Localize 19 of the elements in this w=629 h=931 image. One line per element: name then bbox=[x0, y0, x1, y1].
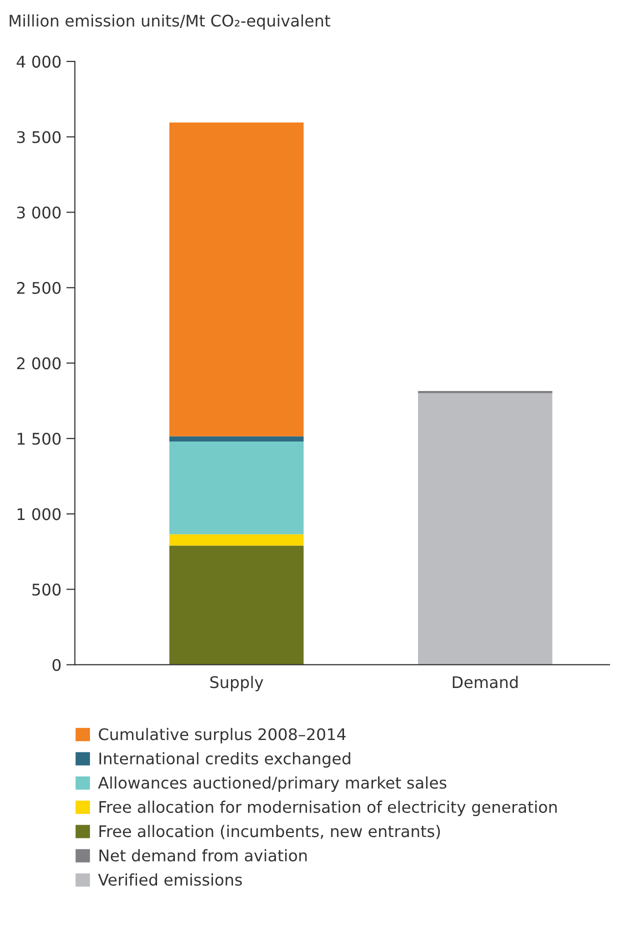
legend-label: Allowances auctioned/primary market sales bbox=[98, 776, 446, 792]
y-tick-label: 1 500 bbox=[18, 432, 61, 445]
legend-label: Cumulative surplus 2008–2014 bbox=[98, 728, 346, 744]
x-tick-label: Supply bbox=[210, 676, 264, 692]
x-tick-label: Demand bbox=[452, 676, 518, 688]
y-axis-title: Million emission units/Mt CO₂-equivalent bbox=[10, 14, 330, 30]
legend-label: Free allocation for modernisation of electricity generation bbox=[100, 800, 557, 816]
y-tick-label: 2 000 bbox=[17, 357, 61, 370]
y-tick-label: 3 500 bbox=[17, 131, 61, 144]
y-tick-label: 0 bbox=[52, 658, 61, 672]
legend-label: Verified emissions bbox=[98, 873, 242, 886]
legend-label: Free allocation (incumbents, new entrants) bbox=[100, 824, 440, 840]
y-tick-label: 3 000 bbox=[17, 206, 61, 219]
legend-label: International credits exchanged bbox=[100, 752, 350, 768]
y-tick-label: 2 500 bbox=[17, 282, 61, 294]
legend-label: Net demand from aviation bbox=[100, 849, 307, 862]
y-tick-label: 500 bbox=[32, 584, 61, 596]
y-tick-label: 4 000 bbox=[16, 56, 61, 68]
y-tick-label: 1 000 bbox=[18, 508, 61, 520]
